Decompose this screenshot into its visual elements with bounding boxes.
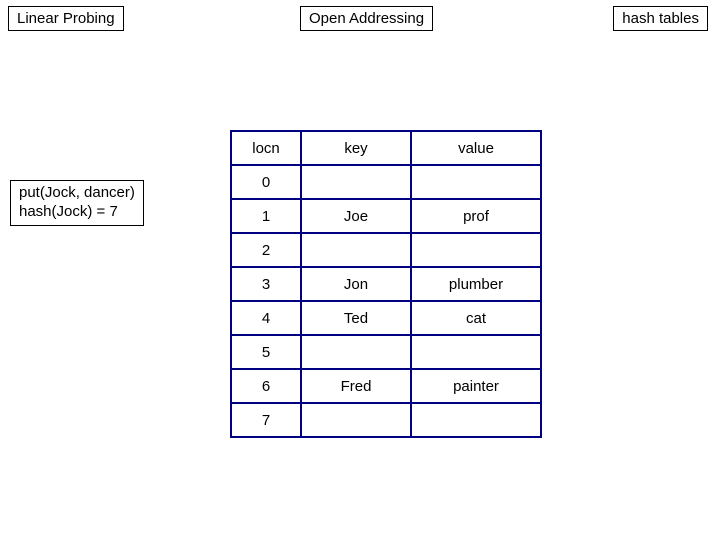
cell-locn: 3 — [231, 267, 301, 301]
table-row: 4 Ted cat — [231, 301, 541, 335]
table-header-row: locn key value — [231, 131, 541, 165]
header-value: value — [411, 131, 541, 165]
header-key: key — [301, 131, 411, 165]
table-row: 3 Jon plumber — [231, 267, 541, 301]
operation-note: put(Jock, dancer) hash(Jock) = 7 — [10, 180, 144, 226]
table-row: 6 Fred painter — [231, 369, 541, 403]
slide-subtitle: Open Addressing — [300, 6, 433, 31]
cell-key — [301, 165, 411, 199]
cell-locn: 6 — [231, 369, 301, 403]
cell-key: Ted — [301, 301, 411, 335]
slide-title: Linear Probing — [8, 6, 124, 31]
cell-value: painter — [411, 369, 541, 403]
cell-locn: 7 — [231, 403, 301, 437]
cell-locn: 0 — [231, 165, 301, 199]
header-locn: locn — [231, 131, 301, 165]
table-row: 5 — [231, 335, 541, 369]
cell-key — [301, 335, 411, 369]
table-body: 0 1 Joe prof 2 3 Jon plumber 4 Ted cat 5 — [231, 165, 541, 437]
table-row: 7 — [231, 403, 541, 437]
cell-value: prof — [411, 199, 541, 233]
cell-locn: 2 — [231, 233, 301, 267]
cell-value: plumber — [411, 267, 541, 301]
note-line-1: put(Jock, dancer) — [19, 184, 135, 203]
note-line-2: hash(Jock) = 7 — [19, 203, 135, 222]
cell-value — [411, 335, 541, 369]
cell-value — [411, 233, 541, 267]
cell-locn: 4 — [231, 301, 301, 335]
cell-locn: 1 — [231, 199, 301, 233]
cell-key: Fred — [301, 369, 411, 403]
table-row: 2 — [231, 233, 541, 267]
cell-key: Jon — [301, 267, 411, 301]
cell-key: Joe — [301, 199, 411, 233]
cell-value — [411, 165, 541, 199]
table-row: 0 — [231, 165, 541, 199]
slide-topic: hash tables — [613, 6, 708, 31]
hash-table: locn key value 0 1 Joe prof 2 3 Jon plum… — [230, 130, 542, 438]
cell-value: cat — [411, 301, 541, 335]
cell-key — [301, 233, 411, 267]
cell-locn: 5 — [231, 335, 301, 369]
cell-value — [411, 403, 541, 437]
cell-key — [301, 403, 411, 437]
table-row: 1 Joe prof — [231, 199, 541, 233]
